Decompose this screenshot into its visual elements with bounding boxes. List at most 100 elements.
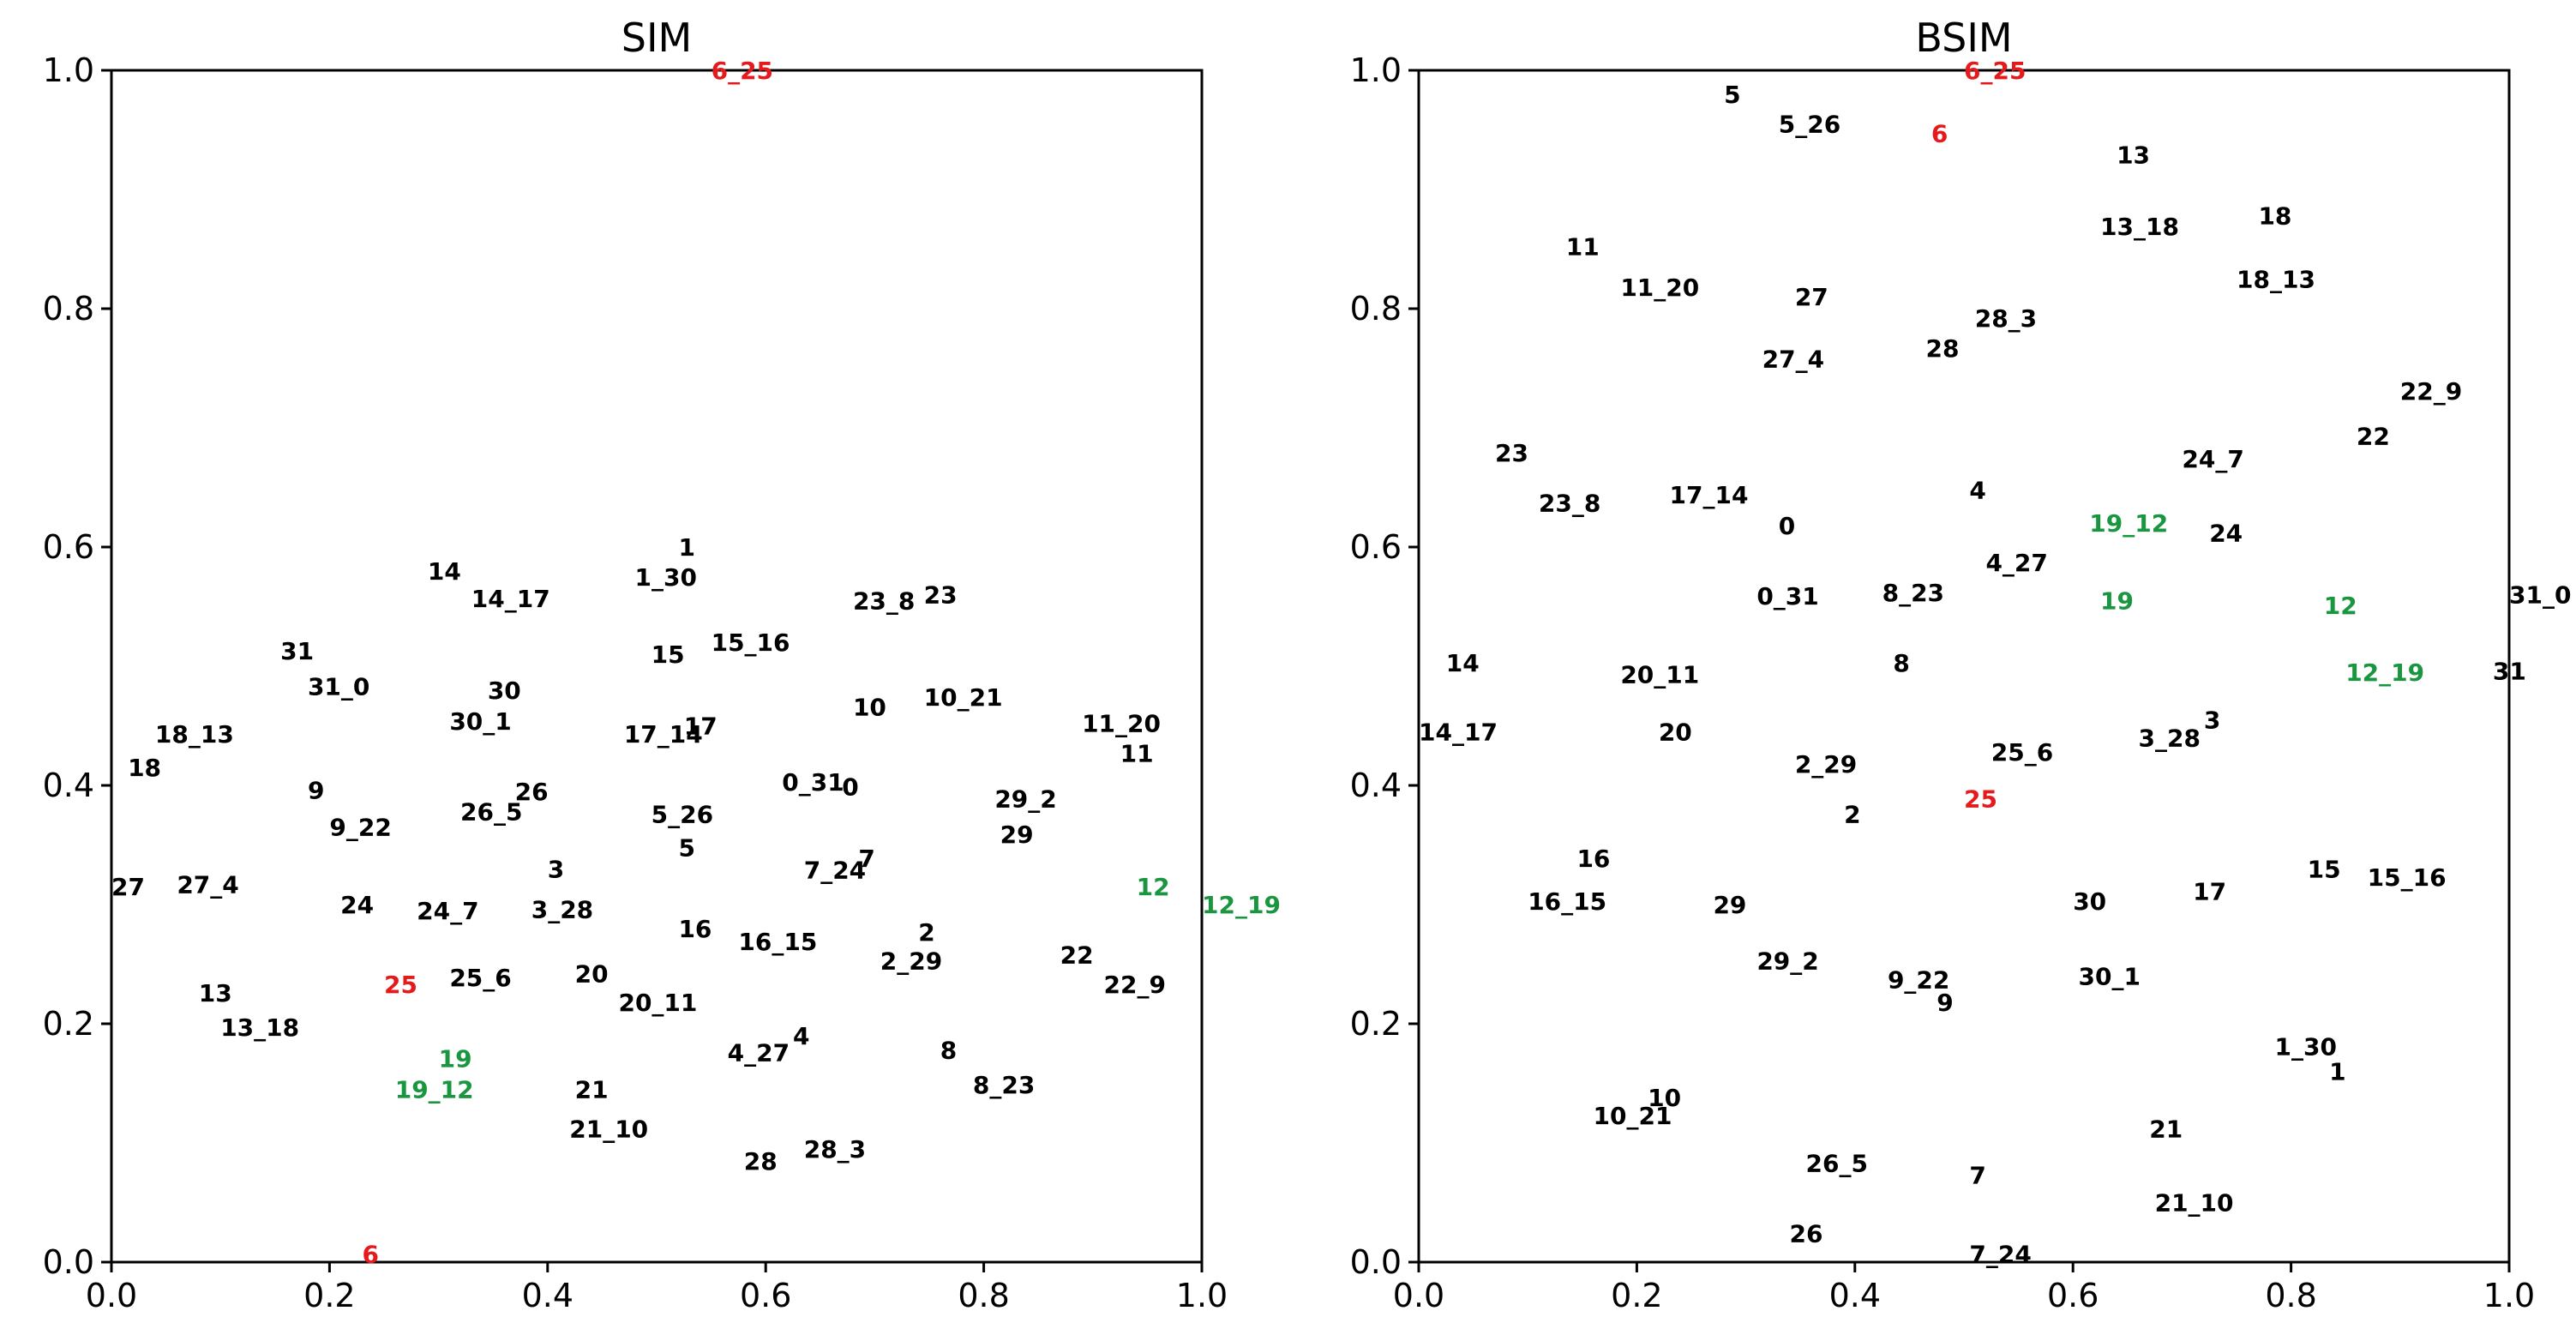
sim-point-label: 9 xyxy=(308,777,324,805)
sim-point-label: 22 xyxy=(1060,941,1094,969)
bsim-point-label: 5 xyxy=(1724,81,1740,109)
sim-y-tick-label: 0.8 xyxy=(43,290,94,328)
bsim-x-tick-label: 0.0 xyxy=(1393,1277,1444,1314)
sim-point-label: 29_2 xyxy=(994,785,1056,813)
bsim-x-tick-label: 0.4 xyxy=(1829,1277,1881,1314)
bsim-point-label: 19 xyxy=(2100,587,2134,616)
sim-x-tick-label: 0.0 xyxy=(86,1277,137,1314)
bsim-x-tick-label: 0.6 xyxy=(2047,1277,2099,1314)
bsim-point-label: 1_30 xyxy=(2275,1032,2337,1061)
sim-point-label: 23_8 xyxy=(853,587,915,616)
bsim-point-label: 3 xyxy=(2204,707,2220,735)
bsim-point-label: 11 xyxy=(1566,233,1600,262)
sim-point-label: 20_11 xyxy=(618,989,697,1017)
bsim-point-label: 16_15 xyxy=(1528,887,1606,916)
sim-point-label: 21 xyxy=(575,1075,609,1103)
sim-point-label: 29 xyxy=(1000,821,1034,849)
bsim-point-label: 2_29 xyxy=(1795,750,1857,779)
sim-y-tick-label: 0.2 xyxy=(43,1005,94,1043)
sim-point-label: 26_5 xyxy=(460,798,522,827)
sim-point-label: 16_15 xyxy=(738,928,817,956)
bsim-point-label: 4 xyxy=(1969,476,1985,504)
bsim-point-label: 20 xyxy=(1659,718,1692,746)
sim-point-label: 6 xyxy=(363,1240,379,1268)
sim-point-label: 28_3 xyxy=(804,1135,866,1164)
bsim-point-label: 7 xyxy=(1969,1162,1985,1190)
bsim-point-label: 0_31 xyxy=(1756,582,1818,610)
bsim-point-label: 30 xyxy=(2073,887,2106,916)
bsim-point-label: 17 xyxy=(2193,878,2226,906)
bsim-x-tick-label: 1.0 xyxy=(2483,1277,2535,1314)
bsim-point-label: 20_11 xyxy=(1620,661,1699,689)
sim-point-label: 0 xyxy=(842,773,858,801)
sim-point-label: 3_28 xyxy=(531,896,593,924)
bsim-point-label: 9 xyxy=(1937,989,1953,1017)
bsim-point-label: 27 xyxy=(1795,283,1828,311)
sim-x-tick-label: 0.4 xyxy=(522,1277,573,1314)
bsim-point-label: 18_13 xyxy=(2237,265,2315,293)
bsim-point-label: 23_8 xyxy=(1539,490,1600,518)
sim-point-label: 26 xyxy=(515,778,549,806)
bsim-point-label: 26 xyxy=(1789,1220,1822,1248)
bsim-point-label: 22_9 xyxy=(2400,377,2462,406)
sim-point-label: 3 xyxy=(548,855,564,883)
bsim-point-label: 31 xyxy=(2493,658,2526,686)
bsim-x-tick-label: 0.8 xyxy=(2265,1277,2316,1314)
bsim-point-label: 15 xyxy=(2308,855,2341,883)
sim-y-tick-label: 0.6 xyxy=(43,528,94,566)
sim-point-label: 11_20 xyxy=(1082,710,1161,738)
sim-point-label: 14 xyxy=(428,557,461,586)
sim-point-label: 16 xyxy=(678,915,712,943)
bsim-point-label: 29_2 xyxy=(1756,947,1818,975)
sim-point-label: 24_7 xyxy=(417,897,478,925)
bsim-y-tick-label: 0.4 xyxy=(1350,767,1402,804)
bsim-point-label: 23 xyxy=(1495,439,1528,467)
sim-point-label: 1_30 xyxy=(635,563,697,592)
sim-point-label: 21_10 xyxy=(569,1115,648,1143)
bsim-point-label: 24_7 xyxy=(2182,445,2243,473)
bsim-point-label: 22 xyxy=(2357,423,2390,451)
sim-point-label: 10_21 xyxy=(924,683,1003,712)
bsim-point-label: 30_1 xyxy=(2079,962,2141,990)
sim-point-label: 5 xyxy=(678,833,694,862)
sim-point-label: 19_12 xyxy=(395,1075,474,1103)
bsim-y-tick-label: 0.8 xyxy=(1350,290,1402,328)
sim-point-label: 12_19 xyxy=(1202,891,1281,919)
sim-point-label: 25_6 xyxy=(449,964,511,992)
bsim-point-label: 6_25 xyxy=(1964,57,2026,85)
bsim-point-label: 16 xyxy=(1576,845,1610,873)
bsim-point-label: 4_27 xyxy=(1985,549,2047,577)
bsim-point-label: 6 xyxy=(1931,120,1948,148)
sim-point-label: 2 xyxy=(918,918,934,947)
bsim-point-label: 29 xyxy=(1713,891,1746,919)
bsim-point-label: 18 xyxy=(2258,202,2291,231)
sim-point-label: 19 xyxy=(439,1044,472,1073)
bsim-point-label: 15_16 xyxy=(2368,863,2447,892)
bsim-point-label: 21_10 xyxy=(2155,1189,2234,1218)
bsim-point-label: 17_14 xyxy=(1670,481,1749,509)
sim-point-label: 17_14 xyxy=(624,720,703,749)
bsim-title: BSIM xyxy=(1915,15,2012,61)
bsim-point-label: 14 xyxy=(1446,649,1480,677)
sim-point-label: 17 xyxy=(684,713,718,741)
sim-point-label: 15 xyxy=(652,640,685,669)
sim-point-label: 5_26 xyxy=(652,800,713,828)
sim-point-label: 11 xyxy=(1120,739,1154,767)
sim-point-label: 12 xyxy=(1137,873,1170,901)
bsim-point-label: 7_24 xyxy=(1969,1240,2031,1268)
sim-point-label: 2_29 xyxy=(880,947,942,975)
sim-point-label: 7_24 xyxy=(804,857,866,885)
bsim-point-label: 14_17 xyxy=(1419,718,1498,746)
sim-panel: SIM 0.0 0.2 0.4 0.6 0.8 1.0 0.0 0.2 0.4 0.6 0.8 1.0… xyxy=(43,15,1281,1314)
sim-point-label: 14_17 xyxy=(471,585,550,613)
bsim-point-label: 8_23 xyxy=(1882,579,1944,607)
bsim-panel: BSIM 0.0 0.2 0.4 0.6 0.8 1.0 0.0 0.2 0.4 0.6 0.8 1.… xyxy=(1350,15,2572,1314)
bsim-point-label: 19_12 xyxy=(2089,509,2168,538)
sim-point-label: 4_27 xyxy=(728,1038,790,1067)
bsim-point-label: 25_6 xyxy=(1991,738,2053,767)
sim-x-tick-label: 1.0 xyxy=(1176,1277,1228,1314)
bsim-point-label: 25 xyxy=(1964,785,1997,813)
sim-point-label: 24 xyxy=(340,891,374,919)
sim-point-label: 8 xyxy=(940,1037,957,1065)
